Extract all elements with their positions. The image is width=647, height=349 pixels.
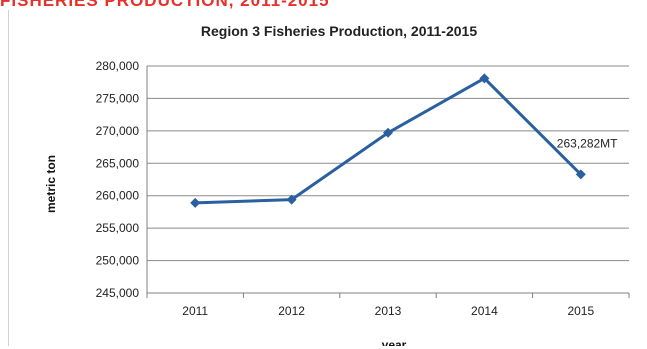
data-point <box>479 73 490 84</box>
x-tick-label: 2014 <box>471 304 498 318</box>
page-heading: FISHERIES PRODUCTION, 2011-2015 <box>0 0 330 10</box>
y-tick-label: 255,000 <box>96 221 140 235</box>
y-tick-label: 270,000 <box>96 124 140 138</box>
series-line <box>195 76 582 205</box>
gridlines <box>147 65 629 262</box>
y-axis-title: metric ton <box>44 155 58 213</box>
annotations: 263,282MT <box>557 136 618 150</box>
data-point <box>286 194 297 205</box>
x-tick-label: 2012 <box>278 304 305 318</box>
y-tick-label: 250,000 <box>96 254 140 268</box>
x-tick-labels: 2011 2012 2013 2014 2015 <box>182 304 594 318</box>
y-tick-label: 245,000 <box>96 286 140 300</box>
data-point <box>575 169 586 180</box>
data-point <box>383 127 393 138</box>
line-chart: 245,000 250,000 255,000 260,000 265,000 270,0… <box>44 23 630 346</box>
data-point <box>190 197 201 208</box>
x-tick-label: 2015 <box>567 304 594 318</box>
x-tick-label: 2013 <box>375 304 402 318</box>
x-axis-title: year <box>382 338 407 346</box>
series <box>190 73 586 208</box>
axes <box>146 66 630 298</box>
chart-frame: 245,000 250,000 255,000 260,000 265,000 270,0… <box>8 10 646 346</box>
y-tick-label: 265,000 <box>96 156 140 170</box>
y-tick-labels: 245,000 250,000 255,000 260,000 265,000 270,0… <box>96 59 140 300</box>
y-tick-label: 275,000 <box>96 91 140 105</box>
x-tick-label: 2011 <box>182 304 208 318</box>
y-tick-label: 260,000 <box>96 189 140 203</box>
data-label: 263,282MT <box>557 136 618 150</box>
chart-title: Region 3 Fisheries Production, 2011-2015 <box>201 23 477 39</box>
y-tick-label: 280,000 <box>96 59 140 73</box>
